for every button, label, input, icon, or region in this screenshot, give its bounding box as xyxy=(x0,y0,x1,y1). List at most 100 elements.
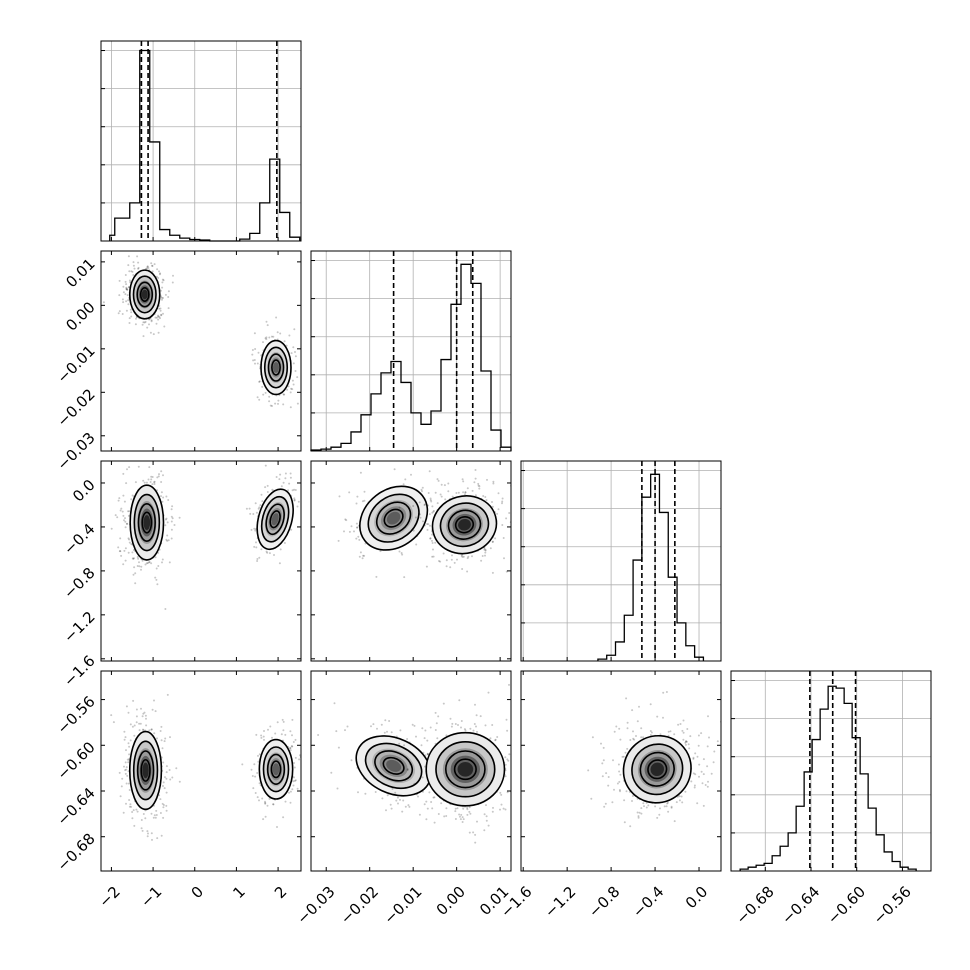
xtick-label: 1 xyxy=(229,883,248,902)
histogram-bin xyxy=(686,646,695,661)
histogram-bin xyxy=(331,447,341,451)
contour-line xyxy=(129,484,165,561)
scatter-cluster xyxy=(398,469,511,574)
histogram-bin xyxy=(796,806,804,871)
scatter-cluster xyxy=(102,255,174,338)
histogram-bin xyxy=(461,264,471,451)
density-level xyxy=(272,763,280,776)
xtick-label: −0.8 xyxy=(585,883,623,921)
ytick-label: −0.4 xyxy=(60,520,98,558)
density-level xyxy=(141,289,148,300)
histogram-bin xyxy=(900,867,908,871)
histogram-bin xyxy=(391,361,401,451)
density-level xyxy=(142,762,149,779)
contour-line xyxy=(260,495,290,543)
density-level xyxy=(271,513,279,526)
scatter-cluster xyxy=(110,693,181,841)
ytick-label: −0.68 xyxy=(53,830,98,875)
xtick-label: −1 xyxy=(137,883,165,911)
contour-line xyxy=(639,751,675,787)
scatter-cluster xyxy=(587,691,721,828)
histogram-bin xyxy=(401,382,411,451)
contour-line xyxy=(425,731,506,807)
histogram-bin xyxy=(361,415,371,451)
xtick-label: 2 xyxy=(271,883,290,902)
xtick-label: −0.64 xyxy=(778,883,823,928)
xtick-label: 0.0 xyxy=(682,883,712,913)
histogram-bin xyxy=(812,740,820,871)
histogram-bin xyxy=(421,424,431,451)
histogram-frame-0 xyxy=(100,40,302,242)
contour-line xyxy=(382,756,405,775)
contour-line xyxy=(267,353,285,382)
histogram-panel-1 xyxy=(310,251,512,451)
histogram-frame-1 xyxy=(310,250,512,452)
histogram-bin xyxy=(130,203,140,241)
scatter-frame-2-3 xyxy=(520,670,722,872)
histogram-bin xyxy=(290,237,300,241)
histogram-frame-3 xyxy=(730,670,932,872)
ytick-label: −1.6 xyxy=(60,652,98,690)
histogram-panel-2 xyxy=(521,461,721,661)
histogram-bin xyxy=(804,772,812,871)
contour-line xyxy=(631,743,684,796)
xtick-label: −0.03 xyxy=(293,883,338,928)
contour-line xyxy=(453,758,477,781)
histogram-bin xyxy=(668,577,677,661)
contour-line xyxy=(383,508,404,528)
ytick-label: −0.01 xyxy=(53,342,98,387)
density-level xyxy=(386,759,402,772)
histogram-bin xyxy=(381,373,391,451)
scatter-frame-1-2 xyxy=(310,460,512,662)
xtick-label: −2 xyxy=(95,883,123,911)
histogram-bin xyxy=(501,447,511,451)
contour-line xyxy=(258,738,294,800)
contour-line xyxy=(454,516,475,534)
contour-line xyxy=(647,759,668,780)
density-level xyxy=(273,362,279,373)
histogram-step-line xyxy=(739,685,917,871)
contour-line xyxy=(132,740,159,801)
contour-line xyxy=(128,269,161,320)
scatter-panel-0-3 xyxy=(101,671,301,871)
scatter-frame-1-3 xyxy=(310,670,512,872)
histogram-bin xyxy=(780,846,788,871)
contour-line xyxy=(270,760,282,779)
density-level xyxy=(457,761,474,777)
histogram-step-line xyxy=(109,49,301,242)
histogram-bin xyxy=(150,142,160,241)
contour-line xyxy=(447,509,482,540)
histogram-frame-2 xyxy=(520,460,722,662)
ytick-label: −0.64 xyxy=(53,784,98,829)
histogram-bin xyxy=(868,808,876,871)
histogram-step-line xyxy=(310,263,512,451)
histogram-bin xyxy=(170,235,180,241)
histogram-bin xyxy=(260,203,270,241)
scatter-panel-1-3 xyxy=(311,671,511,871)
scatter-panel-0-1 xyxy=(101,251,301,451)
scatter-panel-2-3 xyxy=(521,671,721,871)
contour-line xyxy=(132,275,157,314)
contour-line xyxy=(265,503,285,536)
contour-line xyxy=(262,746,290,793)
histogram-bin xyxy=(642,497,651,661)
histogram-bin xyxy=(110,235,115,241)
contour-line xyxy=(260,339,292,396)
xtick-label: −0.01 xyxy=(380,883,425,928)
scatter-frame-0-3 xyxy=(100,670,302,872)
histogram-bin xyxy=(788,833,796,871)
histogram-bin xyxy=(250,233,260,241)
ytick-label: −0.02 xyxy=(53,385,98,430)
xtick-label: −0.02 xyxy=(337,883,382,928)
xtick-label: −0.68 xyxy=(732,883,777,928)
xtick-label: 0.00 xyxy=(433,883,469,919)
scatter-cluster xyxy=(245,464,300,565)
contour-line xyxy=(266,753,286,785)
histogram-bin xyxy=(491,430,501,451)
histogram-bin xyxy=(633,560,642,661)
contour-line xyxy=(271,359,281,376)
ytick-label: 0.0 xyxy=(69,476,99,506)
contour-line xyxy=(141,511,153,534)
